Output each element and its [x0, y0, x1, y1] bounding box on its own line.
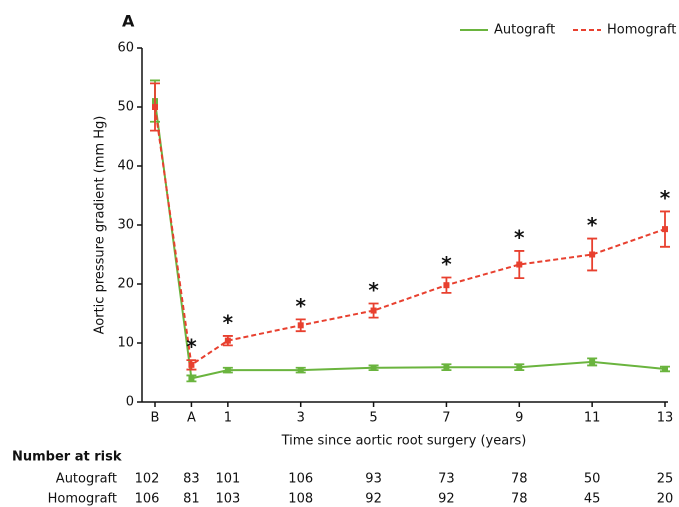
risk-value: 45 [584, 492, 601, 507]
x-axis-label: Time since aortic root surgery (years) [281, 434, 527, 449]
x-tick-label: 1 [224, 411, 232, 426]
data-point [589, 251, 596, 258]
data-point [589, 358, 596, 365]
x-tick-label: 7 [442, 411, 450, 426]
legend-label: Homograft [607, 23, 676, 38]
significance-mark: * [587, 213, 598, 237]
y-axis-label: Aortic pressure gradient (mm Hg) [93, 116, 108, 335]
risk-value: 101 [215, 472, 240, 487]
y-tick-label: 40 [117, 159, 134, 174]
y-tick-label: 50 [117, 100, 134, 115]
risk-value: 81 [183, 492, 200, 507]
data-point [370, 307, 377, 314]
risk-value: 106 [135, 492, 160, 507]
risk-value: 73 [438, 472, 455, 487]
data-point [188, 361, 195, 368]
data-point [224, 367, 231, 374]
y-tick-label: 20 [117, 277, 134, 292]
y-tick-label: 10 [117, 336, 134, 351]
x-tick-label: 3 [297, 411, 305, 426]
data-point [662, 226, 668, 233]
significance-mark: * [660, 186, 671, 210]
risk-value: 83 [183, 472, 200, 487]
x-tick-label: 13 [657, 411, 674, 426]
significance-mark: * [368, 278, 379, 302]
data-point [297, 367, 304, 374]
x-tick-label: 9 [515, 411, 523, 426]
risk-value: 50 [584, 472, 601, 487]
data-point [443, 282, 450, 289]
data-point [152, 104, 158, 110]
risk-value: 92 [438, 492, 455, 507]
significance-mark: * [223, 310, 234, 334]
data-point [662, 365, 668, 372]
significance-mark: * [295, 294, 306, 318]
data-point [370, 364, 377, 371]
y-tick-label: 0 [126, 395, 134, 410]
x-tick-label: 5 [369, 411, 377, 426]
significance-mark: * [441, 252, 452, 276]
x-tick-label: B [151, 411, 160, 426]
x-tick-label: A [187, 411, 196, 426]
risk-row-label: Homograft [48, 492, 117, 507]
data-point [188, 375, 195, 382]
risk-table-title: Number at risk [12, 450, 122, 465]
data-point [297, 322, 304, 329]
risk-value: 20 [657, 492, 674, 507]
x-tick-label: 11 [584, 411, 601, 426]
data-point [224, 337, 231, 344]
y-tick-label: 60 [117, 41, 134, 56]
data-point [443, 364, 450, 371]
risk-value: 92 [365, 492, 382, 507]
risk-value: 78 [511, 472, 528, 487]
risk-value: 25 [657, 472, 674, 487]
risk-value: 93 [365, 472, 382, 487]
risk-value: 108 [288, 492, 313, 507]
significance-mark: * [514, 225, 525, 249]
risk-row-label: Autograft [56, 472, 117, 487]
data-point [516, 364, 523, 371]
risk-value: 103 [215, 492, 240, 507]
risk-value: 106 [288, 472, 313, 487]
legend-label: Autograft [494, 23, 555, 38]
risk-value: 102 [135, 472, 160, 487]
significance-mark: * [186, 335, 197, 359]
panel-label: A [122, 12, 135, 31]
data-point [516, 261, 523, 268]
y-tick-label: 30 [117, 218, 134, 233]
risk-value: 78 [511, 492, 528, 507]
